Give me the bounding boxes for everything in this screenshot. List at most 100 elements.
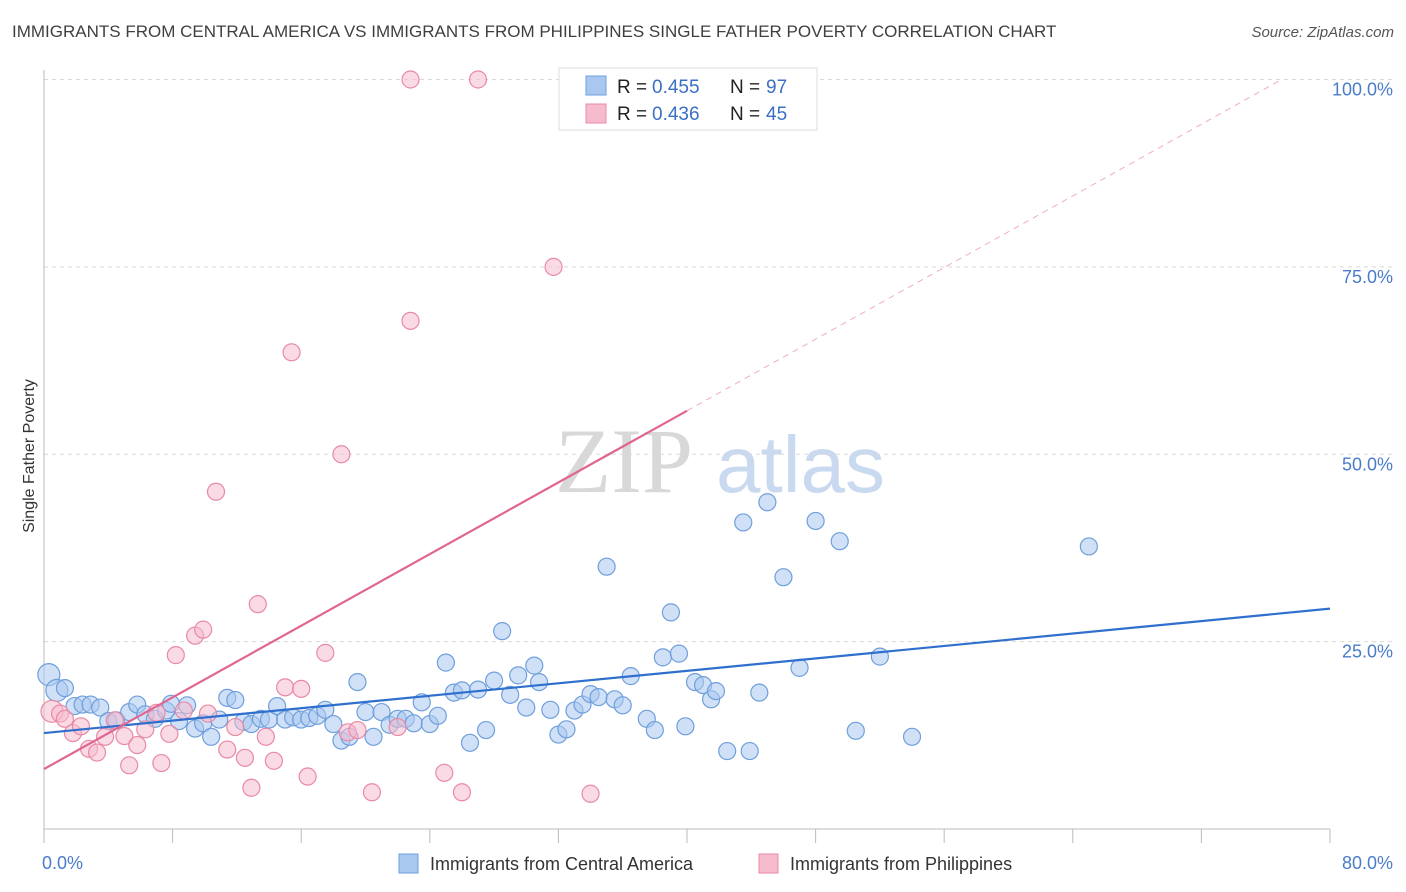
point-philippines [362,783,382,802]
point-central-america [501,685,520,704]
legend-r-label-2: R = [617,104,647,125]
point-central-america [645,720,664,740]
point-central-america [356,702,375,722]
point-central-america [718,741,737,761]
point-central-america [91,698,110,717]
y-tick-label: 100.0% [1332,80,1393,100]
point-philippines [160,724,179,743]
point-central-america [734,513,753,532]
point-central-america [324,714,343,734]
x-tick-label-max: 80.0% [1342,853,1393,873]
point-philippines [316,643,335,662]
point-philippines [55,709,74,728]
point-philippines [120,756,139,775]
point-central-america [452,681,472,700]
y-tick-labels: 25.0% 50.0% 75.0% 100.0% [1332,80,1393,662]
legend-n-value-2: 45 [766,104,787,125]
trend-lines [43,79,1331,771]
bottom-legend-label-philippines: Immigrants from Philippines [790,854,1012,874]
point-philippines [276,678,295,697]
grid-lines [44,79,1392,643]
point-central-america [806,511,825,531]
point-central-america [364,727,383,746]
point-central-america [774,568,793,587]
trend-line-central-america [43,607,1331,735]
point-philippines [581,784,600,803]
point-central-america [589,687,608,707]
point-central-america [706,681,726,701]
point-philippines [348,720,367,740]
series-philippines [40,70,600,803]
point-philippines [198,704,218,723]
point-central-america [517,698,536,717]
point-philippines [388,717,407,737]
point-philippines [152,753,171,773]
y-tick-label: 50.0% [1342,454,1393,474]
point-central-america [348,672,367,692]
point-philippines [174,701,193,720]
point-philippines [206,482,226,501]
point-central-america [541,700,560,719]
point-central-america [412,693,431,712]
point-philippines [71,717,91,736]
point-central-america [750,683,769,702]
point-central-america [428,706,447,725]
bottom-legend-label-central-america: Immigrants from Central America [430,854,694,874]
bottom-legend-swatch-blue [398,853,419,874]
point-philippines [128,735,147,755]
point-central-america [55,678,74,698]
point-philippines [435,763,454,782]
point-central-america [669,644,689,663]
point-central-america [476,720,496,740]
point-central-america [1079,537,1098,556]
legend-r-label-1: R = [617,77,647,98]
point-philippines [401,311,420,330]
series-central-america [37,493,1098,761]
point-philippines [401,70,420,89]
point-central-america [525,656,544,675]
trend-line-philippines-extension [686,79,1283,412]
point-central-america [226,690,245,710]
point-central-america [758,493,777,512]
watermark-atlas: atlas [716,420,885,509]
point-central-america [557,720,576,739]
point-philippines [115,726,134,746]
point-philippines [264,751,283,770]
point-central-america [485,671,504,690]
legend-r-value-2: 0.436 [652,104,700,125]
chart-title: IMMIGRANTS FROM CENTRAL AMERICA VS IMMIG… [12,22,1057,41]
legend-swatch-pink [585,103,607,124]
point-philippines [194,620,213,639]
trend-line-philippines [43,409,688,771]
y-tick-label: 75.0% [1342,267,1393,287]
point-philippines [544,257,563,276]
point-philippines [218,740,237,759]
point-central-america [661,603,681,622]
point-philippines [298,767,317,786]
point-philippines [468,70,488,89]
point-central-america [830,532,849,551]
point-central-america [740,741,759,761]
point-central-america [902,727,922,746]
point-philippines [248,595,267,614]
source-credit: Source: ZipAtlas.com [1251,24,1394,41]
point-central-america [404,714,423,733]
point-central-america [790,658,809,677]
y-axis-title: Single Father Poverty [21,379,38,533]
point-philippines [282,343,301,362]
point-central-america [493,622,512,641]
point-central-america [436,653,455,672]
point-central-america [530,672,549,692]
legend-swatch-blue [585,75,607,96]
x-tick-label-min: 0.0% [42,853,83,873]
legend-n-value-1: 97 [766,77,787,98]
point-central-america [676,717,695,736]
bottom-legend-swatch-pink [758,853,779,874]
point-philippines [452,783,472,802]
point-central-america [613,696,632,715]
x-tick-labels: 0.0% 80.0% [42,829,1393,873]
point-central-america [509,666,528,685]
legend-n-label-2: N = [730,104,760,125]
point-philippines [136,720,155,739]
